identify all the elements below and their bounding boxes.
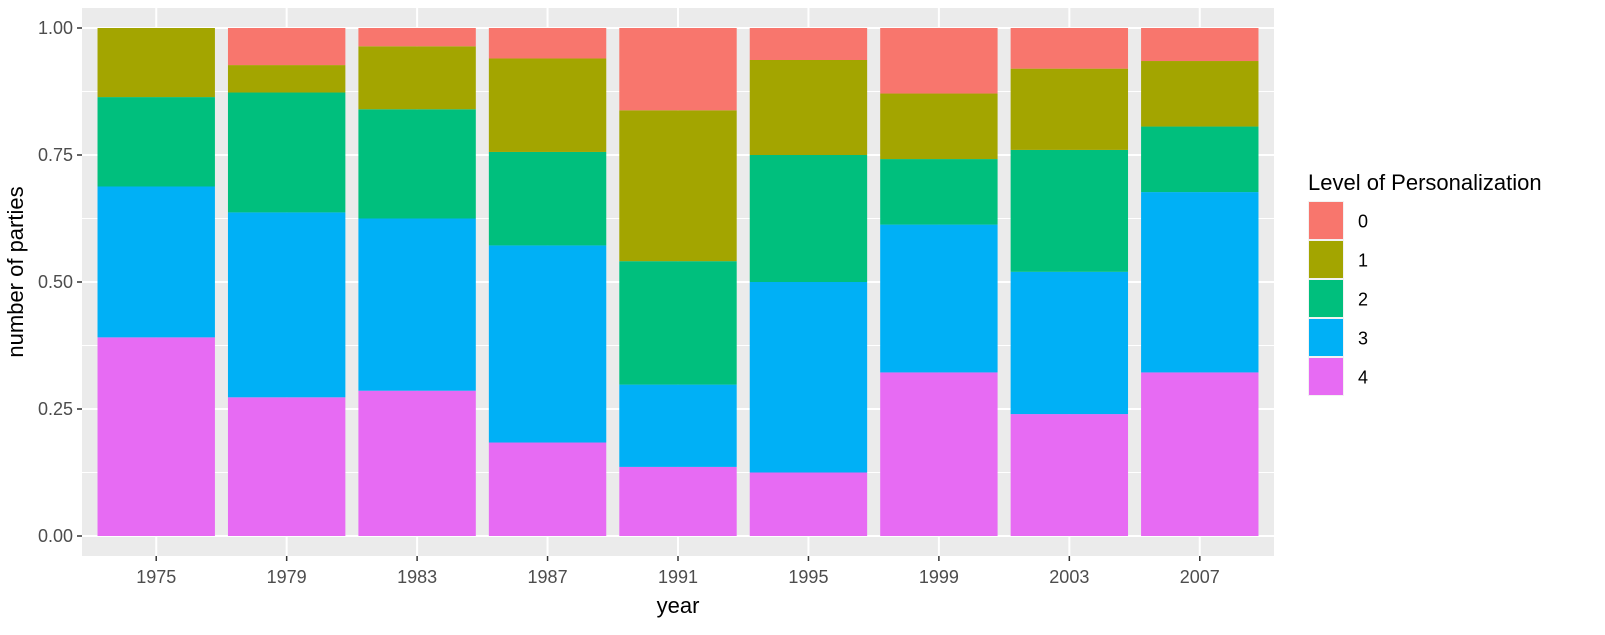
- y-axis-title: number of parties: [3, 186, 28, 357]
- bar-segment: [749, 282, 868, 473]
- bar-segment: [227, 212, 346, 398]
- bar-segment: [488, 58, 607, 152]
- bar-segment: [1141, 192, 1259, 373]
- bar-segment: [1141, 372, 1259, 536]
- bar-segment: [1141, 126, 1259, 193]
- bar-segment: [1010, 149, 1129, 272]
- bar-segment: [358, 390, 476, 536]
- legend: Level of Personalization 0 1 2 3 4: [1308, 170, 1542, 396]
- x-tick-label: 1983: [397, 567, 437, 587]
- bar-segment: [358, 109, 476, 219]
- bar-segment: [880, 28, 998, 94]
- bar-segment: [749, 60, 868, 156]
- legend-label: 3: [1358, 329, 1368, 349]
- legend-label: 1: [1358, 251, 1368, 271]
- bar-segment: [358, 28, 476, 47]
- bar-segment: [880, 372, 998, 536]
- bar-segment: [619, 261, 737, 385]
- bar-segment: [880, 93, 998, 160]
- bar-segment: [880, 159, 998, 225]
- legend-swatch: [1309, 319, 1343, 356]
- x-axis-title: year: [657, 593, 700, 618]
- y-axis: 0.00 0.25 0.50 0.75 1.00: [38, 18, 82, 546]
- x-tick-label: 1979: [267, 567, 307, 587]
- bar-segment: [1010, 68, 1129, 150]
- bar-segment: [227, 28, 346, 66]
- bar-segment: [358, 218, 476, 391]
- bar-segment: [97, 186, 215, 338]
- bar-segment: [1141, 61, 1259, 127]
- bar-segment: [749, 155, 868, 282]
- bar-segment: [619, 110, 737, 262]
- bar-segment: [619, 384, 737, 467]
- x-axis: 1975 1979 1983 1987 1991 1995 1999 2003 2007: [136, 556, 1220, 587]
- y-tick-label: 0.25: [38, 399, 73, 419]
- legend-swatch: [1309, 280, 1343, 317]
- bar-segment: [619, 28, 737, 111]
- bar-segment: [97, 97, 215, 187]
- bar-segment: [227, 397, 346, 536]
- bar-segment: [358, 46, 476, 110]
- bar-segment: [227, 65, 346, 93]
- bar-segment: [488, 151, 607, 246]
- y-tick-label: 1.00: [38, 18, 73, 38]
- bar-segment: [488, 442, 607, 536]
- legend-swatch: [1309, 241, 1343, 278]
- y-tick-label: 0.50: [38, 272, 73, 292]
- bar-segment: [227, 92, 346, 213]
- x-tick-label: 1987: [528, 567, 568, 587]
- bar-segment: [488, 28, 607, 59]
- legend-label: 0: [1358, 212, 1368, 232]
- bar-segment: [1010, 28, 1129, 69]
- x-tick-label: 1999: [919, 567, 959, 587]
- bar-segment: [1010, 271, 1129, 415]
- legend-label: 4: [1358, 368, 1368, 388]
- legend-swatch: [1309, 358, 1343, 395]
- bar-segment: [97, 28, 215, 98]
- x-tick-label: 1991: [658, 567, 698, 587]
- x-tick-label: 2003: [1049, 567, 1089, 587]
- bar-segment: [1141, 28, 1259, 62]
- bar-segment: [619, 466, 737, 536]
- bar-segment: [749, 472, 868, 536]
- legend-label: 2: [1358, 290, 1368, 310]
- x-tick-label: 1995: [788, 567, 828, 587]
- bar-segment: [880, 224, 998, 373]
- bar-segment: [97, 337, 215, 536]
- bar-segment: [488, 245, 607, 443]
- bar-segment: [1010, 414, 1129, 536]
- legend-title: Level of Personalization: [1308, 170, 1542, 195]
- y-tick-label: 0.75: [38, 145, 73, 165]
- x-tick-label: 1975: [136, 567, 176, 587]
- bar-segment: [749, 28, 868, 61]
- y-tick-label: 0.00: [38, 526, 73, 546]
- bars: [97, 28, 1259, 536]
- x-tick-label: 2007: [1180, 567, 1220, 587]
- legend-swatch: [1309, 202, 1343, 239]
